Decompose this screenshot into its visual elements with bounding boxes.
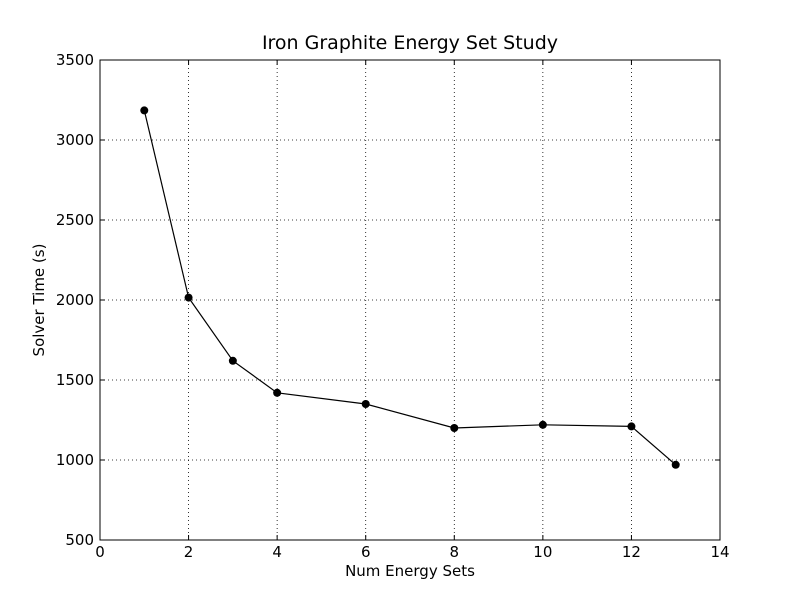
y-tick-label: 2000: [56, 291, 94, 309]
y-tick-label: 3000: [56, 131, 94, 149]
x-tick-label: 8: [450, 543, 460, 561]
series-layer: [140, 106, 680, 469]
y-axis-label: Solver Time (s): [30, 244, 48, 357]
x-axis-label: Num Energy Sets: [345, 562, 475, 580]
x-tick-label: 6: [361, 543, 371, 561]
data-point-marker: [140, 106, 149, 115]
x-tick-label: 4: [272, 543, 282, 561]
x-tick-label: 14: [710, 543, 729, 561]
data-point-marker: [184, 293, 193, 302]
x-tick-label: 12: [622, 543, 641, 561]
x-tick-label: 2: [184, 543, 194, 561]
data-point-marker: [538, 420, 547, 429]
axis-ticks: 0 2 4 6 8 10 12 14 500 1000 1500 2000 2500 3000 3500: [56, 51, 730, 561]
data-point-marker: [361, 400, 370, 408]
chart-title: Iron Graphite Energy Set Study: [262, 32, 558, 54]
data-point-marker: [627, 422, 636, 431]
y-tick-label: 2500: [56, 211, 94, 229]
grid-lines: [100, 60, 720, 540]
y-tick-label: 500: [65, 531, 94, 549]
y-tick-label: 3500: [56, 51, 94, 69]
data-point-marker: [450, 424, 459, 432]
data-point-marker: [228, 356, 237, 365]
data-point-marker: [273, 388, 282, 397]
x-tick-label: 10: [533, 543, 552, 561]
data-point-marker: [671, 460, 680, 469]
y-tick-label: 1000: [56, 451, 94, 469]
x-tick-label: 0: [95, 543, 105, 561]
y-tick-label: 1500: [56, 371, 94, 389]
